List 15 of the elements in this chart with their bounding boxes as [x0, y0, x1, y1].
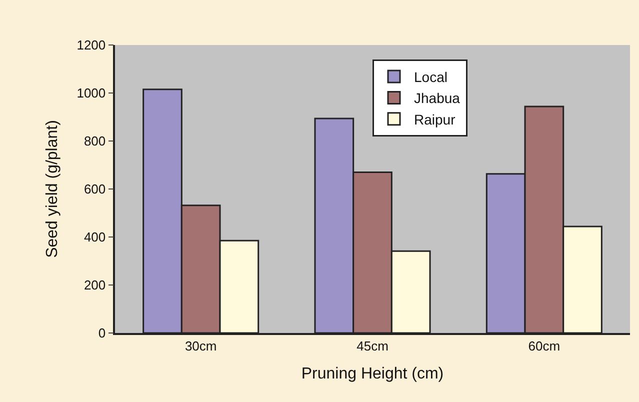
legend-label: Raipur	[414, 111, 456, 128]
x-tick-label: 60cm	[528, 338, 560, 354]
x-tick-label: 30cm	[184, 338, 217, 354]
y-axis-title: Seed yield (g/plant)	[44, 120, 62, 258]
y-tick-label: 600	[84, 182, 106, 197]
legend-label: Jhabua	[414, 90, 460, 106]
legend-label: Local	[414, 68, 448, 85]
y-tick-label: 800	[84, 134, 106, 149]
y-tick-label: 200	[84, 278, 106, 293]
y-tick-label: 400	[84, 230, 106, 245]
x-tick-label: 45cm	[356, 338, 388, 354]
y-tick-label: 1200	[76, 38, 106, 53]
y-tick-label: 1000	[76, 86, 106, 101]
y-tick-label: 0	[98, 326, 106, 341]
x-axis-title: Pruning Height (cm)	[301, 366, 444, 383]
